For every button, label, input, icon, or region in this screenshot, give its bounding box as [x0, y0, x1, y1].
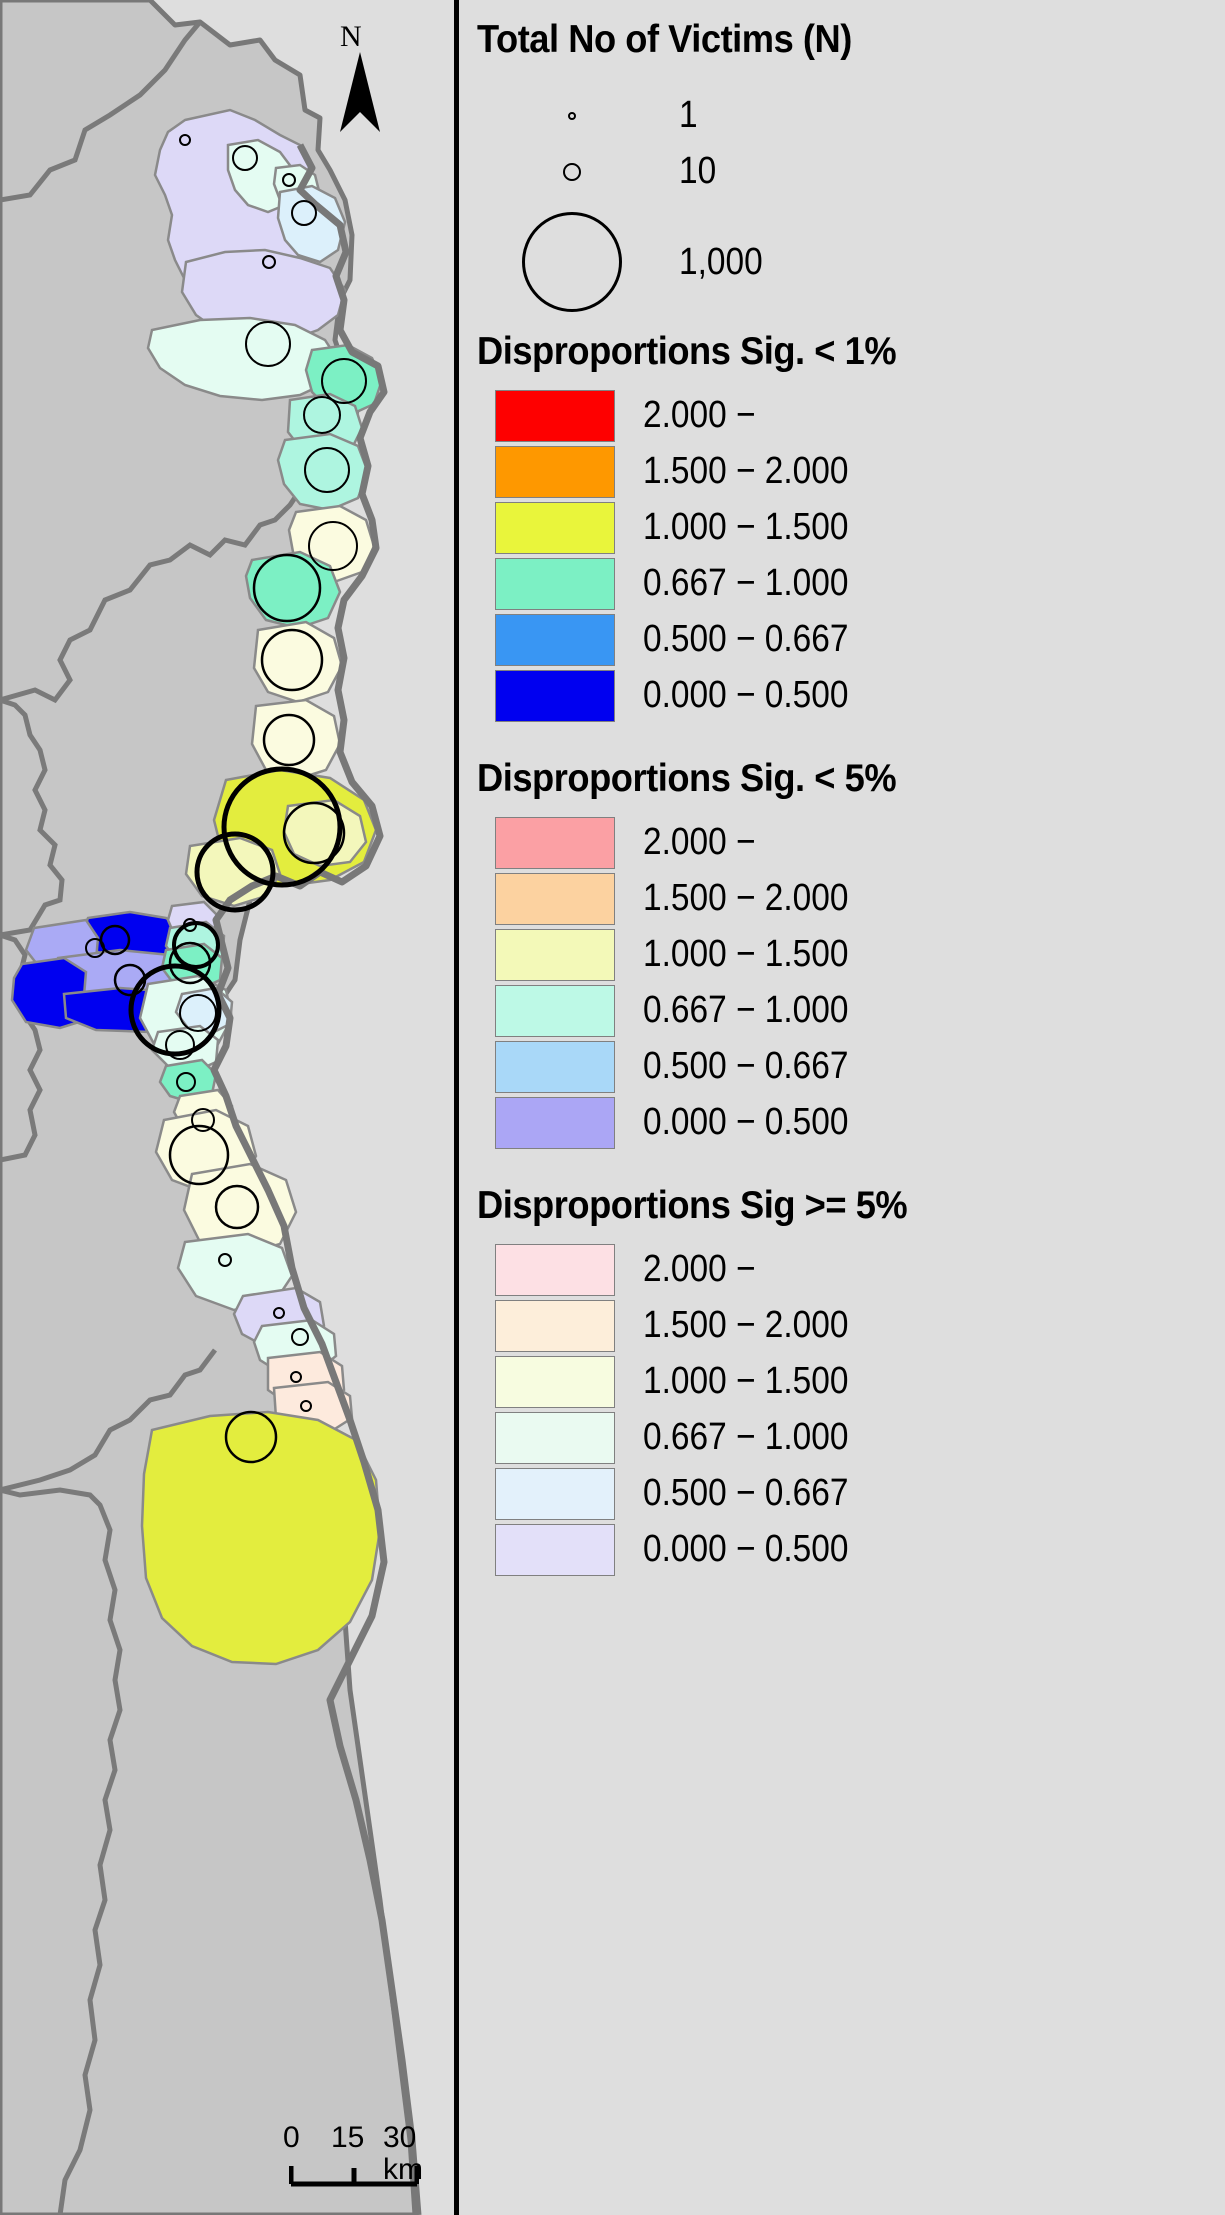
legend-class-row[interactable]: 1.500 − 2.000 [477, 871, 1220, 926]
legend-class-label: 1.000 − 1.500 [643, 506, 849, 548]
legend-class-label: 0.500 − 0.667 [643, 618, 849, 660]
legend-class-row[interactable]: 0.667 − 1.000 [477, 556, 1220, 611]
size-legend-item-1000: 1,000 [477, 212, 1220, 312]
scale-bar-graphic [289, 2166, 419, 2187]
scale-label-15: 15 [331, 2121, 365, 2154]
region-n9 [276, 432, 370, 512]
color-swatch [495, 872, 615, 925]
size-symbol-container [477, 111, 667, 120]
legend-class-label: 0.000 − 0.500 [643, 1528, 849, 1570]
legend-class-row[interactable]: 0.500 − 0.667 [477, 1039, 1220, 1094]
size-legend-title: Total No of Victims (N) [477, 18, 852, 61]
legend-class-label: 1.000 − 1.500 [643, 1360, 849, 1402]
region-n15 [282, 798, 368, 868]
legend-class-row[interactable]: 2.000 − [477, 815, 1220, 870]
legend-class-label: 0.000 − 0.500 [643, 674, 849, 716]
map-canvas [0, 0, 454, 2215]
legend-class-label: 0.667 − 1.000 [643, 1416, 849, 1458]
legend-class-row[interactable]: 1.000 − 1.500 [477, 1354, 1220, 1409]
class-block-title: Disproportions Sig >= 5% [477, 1184, 908, 1227]
legend-panel: Total No of Victims (N) 1 10 [459, 0, 1220, 2215]
legend-class-row[interactable]: 0.500 − 0.667 [477, 1466, 1220, 1521]
color-swatch [495, 816, 615, 869]
legend-class-label: 2.000 − [643, 1248, 756, 1290]
legend-class-row[interactable]: 0.667 − 1.000 [477, 1410, 1220, 1465]
color-swatch [495, 445, 615, 498]
legend-class-row[interactable]: 1.500 − 2.000 [477, 444, 1220, 499]
class-block-sig-gte-5: Disproportions Sig >= 5% 2.000 − 1.500 −… [477, 1184, 1220, 1577]
color-swatch [495, 1299, 615, 1352]
color-swatch [495, 1040, 615, 1093]
north-arrow-glyph [340, 52, 380, 132]
size-legend-block: Total No of Victims (N) 1 10 [477, 18, 1220, 312]
legend-class-label: 1.500 − 2.000 [643, 1304, 849, 1346]
scale-bar: 0 15 30 km [283, 2121, 454, 2192]
class-block-title: Disproportions Sig. < 1% [477, 330, 897, 373]
region-n12 [252, 620, 344, 704]
legend-class-row[interactable]: 0.500 − 0.667 [477, 612, 1220, 667]
inland-boundaries [0, 20, 332, 2215]
region-south-yellow [140, 1410, 382, 1666]
color-swatch [495, 1467, 615, 1520]
legend-class-row[interactable]: 0.000 − 0.500 [477, 1522, 1220, 1577]
color-swatch [495, 557, 615, 610]
size-legend-item-1: 1 [477, 94, 1220, 137]
color-swatch [495, 1355, 615, 1408]
size-legend-label-10: 10 [679, 150, 717, 192]
color-swatch [495, 1096, 615, 1149]
size-symbol-container [477, 212, 667, 312]
size-legend-item-10: 10 [477, 150, 1220, 193]
legend-class-label: 0.667 − 1.000 [643, 989, 849, 1031]
legend-class-row[interactable]: 0.667 − 1.000 [477, 983, 1220, 1038]
legend-class-label: 1.000 − 1.500 [643, 933, 849, 975]
color-swatch [495, 389, 615, 442]
legend-class-row[interactable]: 1.000 − 1.500 [477, 500, 1220, 555]
legend-class-row[interactable]: 1.000 − 1.500 [477, 927, 1220, 982]
size-legend-rows: 1 10 1,000 [477, 72, 1220, 312]
legend-class-label: 0.000 − 0.500 [643, 1101, 849, 1143]
legend-class-label: 0.667 − 1.000 [643, 562, 849, 604]
color-swatch [495, 984, 615, 1037]
color-swatch [495, 928, 615, 981]
proportional-circle-icon [568, 111, 576, 120]
legend-class-row[interactable]: 0.000 − 0.500 [477, 1095, 1220, 1150]
north-arrow-label: N [340, 20, 362, 53]
color-swatch [495, 669, 615, 722]
class-block-sig-lt-1: Disproportions Sig. < 1% 2.000 − 1.500 −… [477, 330, 1220, 723]
color-swatch [495, 1243, 615, 1296]
proportional-circle-icon [563, 162, 581, 181]
legend-class-label: 1.500 − 2.000 [643, 450, 849, 492]
size-symbol-container [477, 162, 667, 181]
class-block-title: Disproportions Sig. < 5% [477, 757, 897, 800]
scale-label-0: 0 [283, 2121, 300, 2154]
legend-class-row[interactable]: 2.000 − [477, 1242, 1220, 1297]
map-panel[interactable]: N 0 15 30 km [0, 0, 459, 2215]
proportional-circle-icon [522, 212, 622, 312]
color-swatch [495, 1411, 615, 1464]
legend-class-row[interactable]: 0.000 − 0.500 [477, 668, 1220, 723]
size-legend-label-1000: 1,000 [679, 240, 763, 283]
legend-class-label: 1.500 − 2.000 [643, 877, 849, 919]
victim-proportional-symbols[interactable] [85, 134, 367, 1464]
legend-class-row[interactable]: 1.500 − 2.000 [477, 1298, 1220, 1353]
color-swatch [495, 1523, 615, 1576]
legend-class-label: 0.500 − 0.667 [643, 1472, 849, 1514]
legend-class-label: 2.000 − [643, 394, 756, 436]
legend-class-label: 2.000 − [643, 821, 756, 863]
legend-class-row[interactable]: 2.000 − [477, 388, 1220, 443]
legend-class-label: 0.500 − 0.667 [643, 1045, 849, 1087]
size-legend-label-1: 1 [679, 94, 698, 136]
north-arrow: N [318, 20, 408, 140]
class-block-sig-lt-5: Disproportions Sig. < 5% 2.000 − 1.500 −… [477, 757, 1220, 1150]
color-swatch [495, 613, 615, 666]
color-swatch [495, 501, 615, 554]
